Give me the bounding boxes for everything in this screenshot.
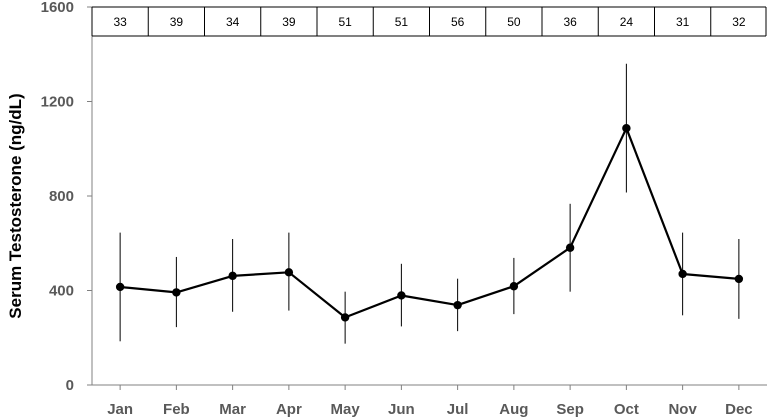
y-tick-label: 1200 [41, 94, 74, 111]
sample-size-label: 50 [507, 15, 521, 29]
sample-size-label: 51 [395, 15, 409, 29]
y-tick-label: 400 [49, 283, 74, 300]
sample-size-label: 51 [338, 15, 352, 29]
sample-size-label: 36 [563, 15, 577, 29]
sample-size-label: 31 [676, 15, 690, 29]
axes [87, 6, 767, 390]
x-tick-label: May [331, 401, 361, 418]
y-tick-label: 0 [66, 377, 74, 394]
y-tick-label: 800 [49, 188, 74, 205]
x-tick-label: Jan [107, 401, 133, 418]
sample-size-label: 39 [170, 15, 184, 29]
y-tick-label: 1600 [41, 0, 74, 16]
sample-size-label: 32 [732, 15, 746, 29]
data-point [565, 243, 575, 252]
x-tick-label: Apr [276, 401, 302, 418]
sample-size-row: 33 39 34 39 51 51 56 50 36 24 31 32 [91, 6, 767, 37]
series-line [119, 127, 739, 319]
data-point [340, 313, 350, 322]
sample-size-label: 39 [282, 15, 296, 29]
data-point [397, 291, 406, 300]
x-tick-label: Feb [163, 401, 190, 418]
data-point [734, 274, 744, 284]
data-point [172, 288, 181, 297]
x-tick-label: Aug [499, 401, 528, 418]
x-tick-label: Jun [388, 401, 415, 418]
data-points [115, 123, 744, 322]
x-tick-label: Jul [447, 401, 469, 418]
data-point [228, 271, 237, 281]
data-point [622, 123, 631, 133]
x-tick-label: Oct [614, 401, 639, 418]
x-tick-label: Nov [668, 401, 697, 418]
data-point [115, 282, 125, 292]
data-point [453, 300, 462, 310]
x-tick-label: Mar [219, 401, 246, 418]
series-line-path [119, 127, 739, 319]
x-tick-label: Sep [556, 401, 584, 418]
data-point [678, 269, 687, 279]
sample-size-label: 56 [451, 15, 465, 29]
data-point [509, 282, 519, 291]
y-axis-label: Serum Testosterone (ng/dL) [6, 93, 25, 318]
sample-size-label: 34 [226, 15, 240, 29]
error-bars [119, 63, 740, 344]
tick-labels: 0 400 800 1200 1600 Jan Feb Mar Apr May Jun Jul Aug S… [41, 0, 753, 418]
sample-size-label: 33 [113, 15, 127, 29]
sample-size-label: 24 [620, 15, 634, 29]
data-point [284, 268, 294, 277]
x-tick-label: Dec [725, 401, 753, 418]
